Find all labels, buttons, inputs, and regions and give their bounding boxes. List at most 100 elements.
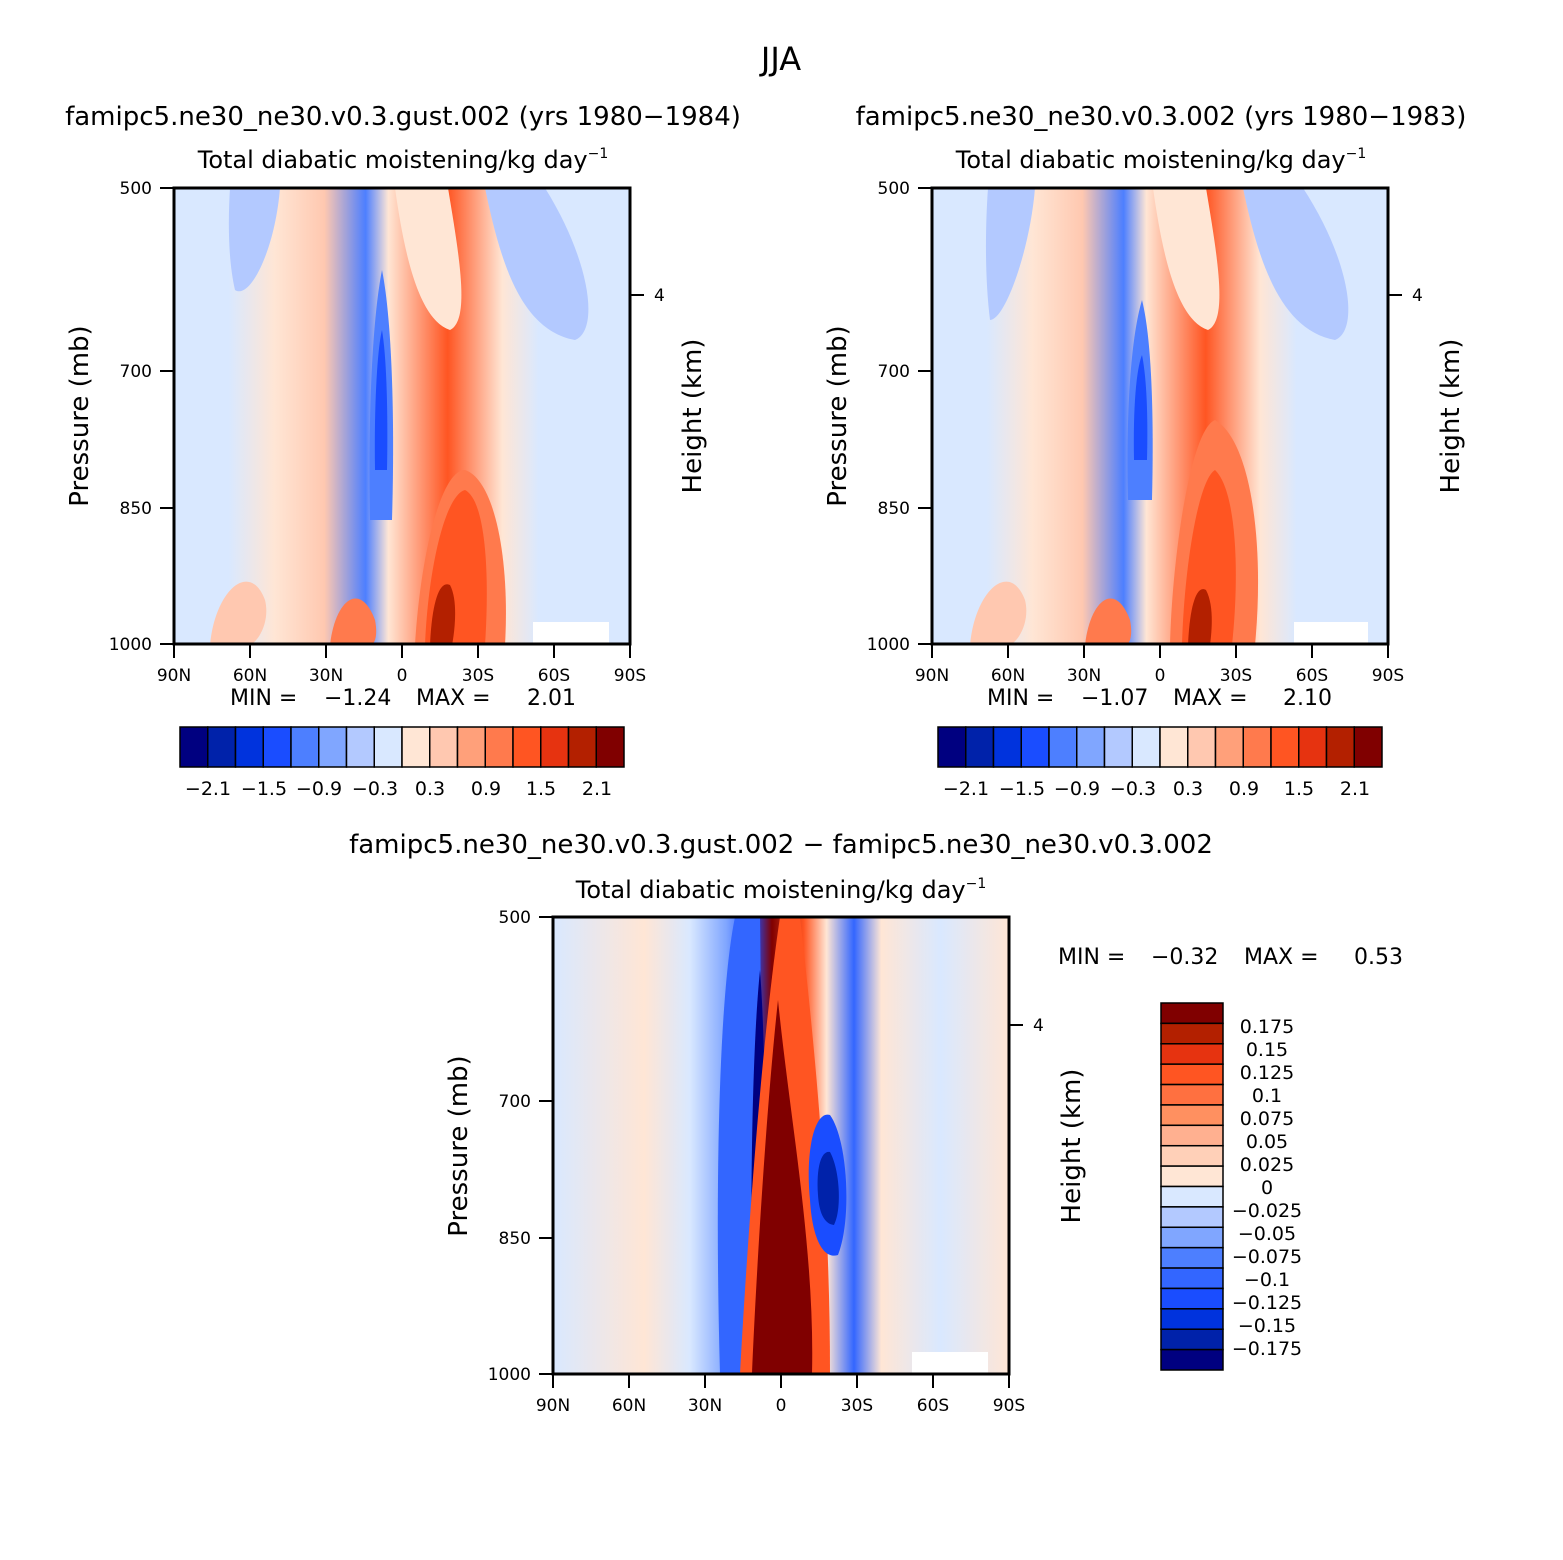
x-tick-label: 0 <box>1155 666 1166 686</box>
contour-negative-blob-core <box>817 1151 839 1225</box>
colorbar-swatch <box>1160 1022 1224 1045</box>
colorbar-swatch <box>1160 1328 1224 1351</box>
y-axis-right: 4 Height (km) <box>630 286 708 493</box>
y-tick-label: 700 <box>120 362 152 382</box>
contour-lower-positive <box>970 581 1027 645</box>
colorbar-label: 2.1 <box>1340 778 1370 800</box>
contour-upper-negative-2 <box>1243 188 1349 340</box>
panel-subtitle: Total diabatic moistening/kg day−1 <box>197 146 609 174</box>
colorbar-label: −0.3 <box>352 778 398 800</box>
panel-3: famipc5.ne30_ne30.v0.3.gust.002 − famipc… <box>349 830 1403 1416</box>
y-right-tick-label: 4 <box>654 286 665 306</box>
colorbar-swatch <box>262 726 292 768</box>
contour-positive-peak <box>1188 589 1212 645</box>
colorbar-label: −0.3 <box>1110 778 1156 800</box>
y-axis-left: 500 700 850 1000 Pressure (mb) <box>444 908 553 1385</box>
colorbar-label: 0.9 <box>1229 778 1259 800</box>
min-label: MIN = <box>1058 945 1125 970</box>
colorbar-swatch <box>1160 1226 1224 1249</box>
colorbar-2 <box>937 726 1383 768</box>
colorbar-label: 0 <box>1261 1177 1273 1199</box>
y-tick-label: 1000 <box>488 1365 531 1385</box>
colorbar-swatch <box>1160 1246 1224 1269</box>
contour-upper-positive <box>395 188 462 330</box>
contour-upper-positive <box>1153 188 1220 330</box>
x-tick-label: 60S <box>538 666 570 686</box>
colorbar-label: −0.175 <box>1232 1338 1302 1360</box>
y-tick-label: 700 <box>499 1092 531 1112</box>
colorbar-label: 0.3 <box>1173 778 1203 800</box>
colorbar-swatch <box>373 726 403 768</box>
contour-upper-negative <box>228 188 280 292</box>
min-value: −1.24 <box>324 686 391 711</box>
colorbar-swatch <box>429 726 459 768</box>
missing-data-patch <box>533 622 609 644</box>
max-label: MAX = <box>1244 945 1319 970</box>
colorbar-swatch <box>1048 726 1078 768</box>
missing-data-patch <box>1294 622 1368 644</box>
max-value: 2.10 <box>1283 686 1332 711</box>
colorbar-swatch <box>1160 1348 1224 1371</box>
x-tick-label: 90N <box>157 666 191 686</box>
contour-upper-negative <box>985 188 1035 320</box>
colorbar-label: 0.075 <box>1240 1108 1294 1130</box>
y-tick-label: 700 <box>878 362 910 382</box>
colorbar-labels: −2.1 −1.5 −0.9 −0.3 0.3 0.9 1.5 2.1 <box>943 778 1370 800</box>
colorbar-1 <box>179 726 625 768</box>
panel-title: famipc5.ne30_ne30.v0.3.gust.002 (yrs 198… <box>65 102 741 132</box>
colorbar-swatch <box>345 726 375 768</box>
contour-lower-positive <box>210 581 267 645</box>
colorbar-swatch <box>290 726 320 768</box>
colorbar-swatch <box>937 726 967 768</box>
panel-subtitle: Total diabatic moistening/kg day−1 <box>575 876 987 904</box>
panel-1: famipc5.ne30_ne30.v0.3.gust.002 (yrs 198… <box>65 102 741 800</box>
contour-upper-negative-2 <box>485 188 589 340</box>
colorbar-label: −0.05 <box>1238 1223 1296 1245</box>
colorbar-swatch <box>1242 726 1272 768</box>
colorbar-swatch <box>1160 1002 1224 1025</box>
x-tick-label: 90N <box>915 666 949 686</box>
colorbar-swatch <box>1214 726 1244 768</box>
min-value: −0.32 <box>1151 945 1218 970</box>
y-tick-label: 500 <box>878 179 910 199</box>
y-axis-left: 500 700 850 1000 Pressure (mb) <box>65 179 174 655</box>
y-tick-label: 850 <box>499 1229 531 1249</box>
contour-positive-core <box>752 1000 813 1374</box>
colorbar-swatch <box>567 726 597 768</box>
colorbar-label: −1.5 <box>241 778 287 800</box>
y-right-axis-label: Height (km) <box>1057 1069 1087 1224</box>
x-tick-label: 30N <box>309 666 343 686</box>
colorbar-3 <box>1160 1002 1224 1371</box>
colorbar-swatch <box>1160 1124 1224 1147</box>
colorbar-label: 1.5 <box>526 778 556 800</box>
colorbar-swatch <box>540 726 570 768</box>
colorbar-swatch <box>595 726 625 768</box>
x-axis: 90N 60N 30N 0 30S 60S 90S <box>536 1374 1025 1416</box>
colorbar-swatch <box>1159 726 1189 768</box>
colorbar-labels: −2.1 −1.5 −0.9 −0.3 0.3 0.9 1.5 2.1 <box>185 778 612 800</box>
y-right-tick-label: 4 <box>1033 1016 1044 1036</box>
x-tick-label: 90S <box>614 666 646 686</box>
colorbar-label: 0.3 <box>415 778 445 800</box>
panel-title: famipc5.ne30_ne30.v0.3.002 (yrs 1980−198… <box>856 102 1467 132</box>
panel-2: famipc5.ne30_ne30.v0.3.002 (yrs 1980−198… <box>823 102 1466 800</box>
colorbar-label: −0.9 <box>1054 778 1100 800</box>
x-tick-label: 30N <box>688 1396 722 1416</box>
x-axis: 90N 60N 30N 0 30S 60S 90S <box>157 644 646 686</box>
y-right-axis-label: Height (km) <box>678 339 708 494</box>
colorbar-swatch <box>1160 1165 1224 1188</box>
x-tick-label: 90S <box>1372 666 1404 686</box>
colorbar-swatch <box>179 726 209 768</box>
colorbar-label: −2.1 <box>185 778 231 800</box>
colorbar-label: −2.1 <box>943 778 989 800</box>
contour-negative-core <box>374 330 388 470</box>
y-right-axis-label: Height (km) <box>1436 339 1466 494</box>
min-max-readout: MIN = −0.32 MAX = 0.53 <box>1058 945 1403 970</box>
colorbar-swatch <box>1076 726 1106 768</box>
colorbar-label: 0.9 <box>471 778 501 800</box>
colorbar-swatch <box>1298 726 1328 768</box>
y-tick-label: 1000 <box>109 635 152 655</box>
colorbar-swatch <box>1160 1104 1224 1127</box>
x-tick-label: 90N <box>536 1396 570 1416</box>
